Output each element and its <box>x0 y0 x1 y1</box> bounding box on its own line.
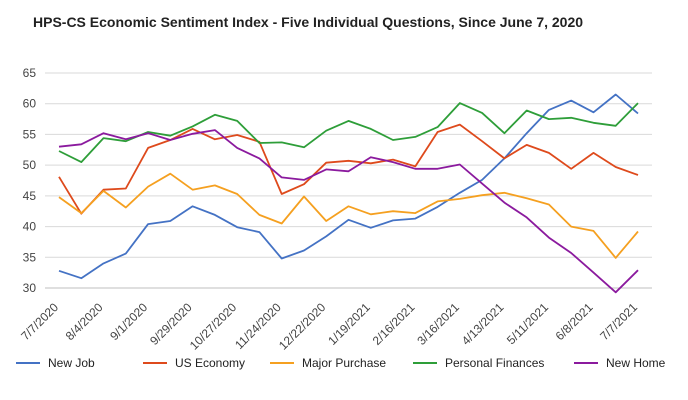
y-tick-label: 50 <box>23 158 37 172</box>
legend-label-personal-finances: Personal Finances <box>445 356 544 370</box>
series-line-major-purchase <box>58 172 639 259</box>
legend-label-new-job: New Job <box>48 356 95 370</box>
x-tick-label: 5/11/2021 <box>504 300 551 347</box>
x-tick-label: 1/19/2021 <box>325 300 373 348</box>
y-tick-label: 55 <box>23 127 37 141</box>
x-tick-label: 6/8/2021 <box>553 300 596 343</box>
x-tick-label: 4/13/2021 <box>459 300 507 348</box>
legend-label-major-purchase: Major Purchase <box>302 356 386 370</box>
x-tick-label: 10/27/2020 <box>187 300 240 353</box>
y-tick-label: 35 <box>23 250 37 264</box>
y-tick-label: 40 <box>23 220 37 234</box>
x-tick-label: 2/16/2021 <box>370 300 418 348</box>
chart-title: HPS-CS Economic Sentiment Index - Five I… <box>33 14 584 30</box>
series-line-personal-finances <box>58 102 639 164</box>
y-tick-label: 45 <box>23 189 37 203</box>
x-tick-label: 12/22/2020 <box>276 300 329 353</box>
legend-label-us-economy: US Economy <box>175 356 245 370</box>
x-tick-label: 8/4/2020 <box>63 300 106 343</box>
x-tick-label: 7/7/2020 <box>18 300 61 343</box>
y-tick-label: 30 <box>23 281 37 295</box>
y-tick-label: 65 <box>23 66 37 80</box>
x-tick-label: 7/7/2021 <box>597 300 640 343</box>
legend-label-new-home: New Home <box>606 356 666 370</box>
series-line-new-job <box>58 93 639 280</box>
x-tick-label: 9/1/2020 <box>107 300 150 343</box>
series-line-new-home <box>58 129 639 294</box>
series-line-us-economy <box>58 123 639 215</box>
y-tick-label: 60 <box>23 97 37 111</box>
x-tick-label: 3/16/2021 <box>414 300 462 348</box>
